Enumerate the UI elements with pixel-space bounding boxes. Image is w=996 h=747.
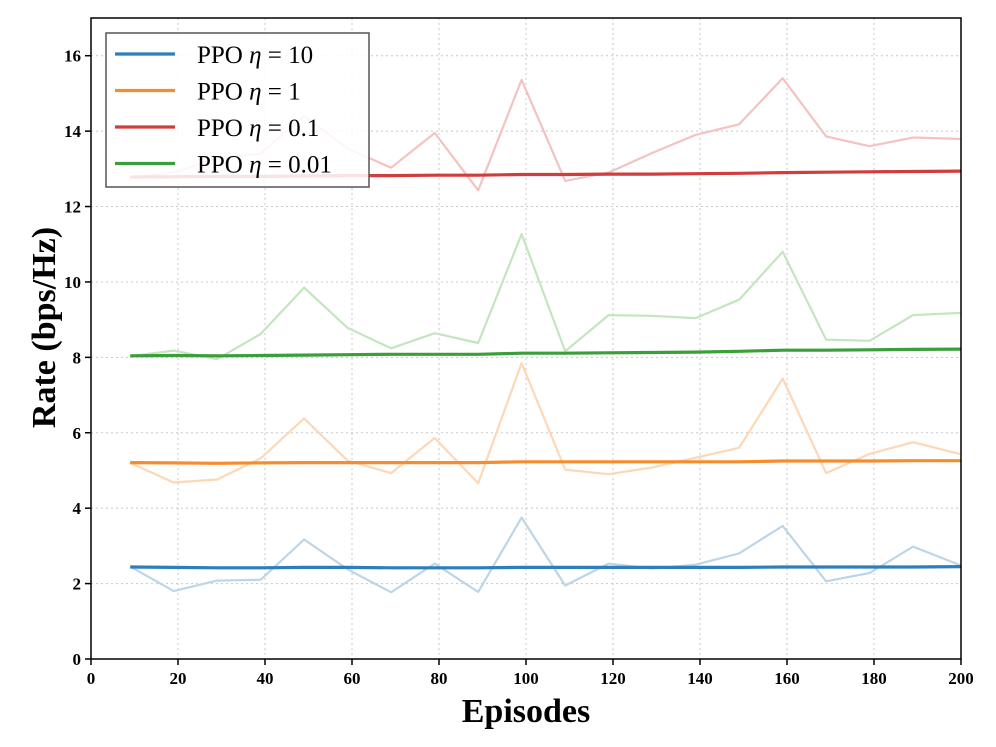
raw-series-line-3: [130, 233, 962, 361]
y-axis-ticks: 0 2 4 6 8 10 12 14 16: [64, 47, 91, 669]
x-axis-title: Episodes: [462, 693, 591, 730]
raw-series-line-0: [129, 516, 962, 594]
y-tick-label: 10: [64, 273, 81, 292]
smoothed-series-line-0: [130, 565, 962, 570]
y-tick-label: 14: [64, 122, 82, 141]
x-axis-ticks: 0 20 40 60 80 100 120 140 160 180 200: [87, 659, 974, 688]
smoothed-series-line-3: [130, 347, 962, 358]
legend-label: PPO η = 0.1: [197, 115, 319, 142]
legend: PPO η = 10 PPO η = 1 PPO η = 0.1 PPO η = 0.…: [105, 32, 370, 188]
x-tick-label: 40: [257, 669, 274, 688]
x-tick-label: 100: [513, 669, 539, 688]
y-tick-label: 8: [73, 348, 82, 367]
smoothed-series-line-1: [130, 459, 961, 465]
x-tick-label: 140: [687, 669, 713, 688]
legend-label: PPO η = 0.01: [197, 152, 332, 179]
x-tick-label: 200: [948, 669, 974, 688]
legend-label: PPO η = 1: [197, 79, 301, 106]
x-tick-label: 60: [344, 669, 361, 688]
raw-series-line-1: [129, 361, 962, 485]
x-tick-label: 180: [861, 669, 887, 688]
x-tick-label: 160: [774, 669, 800, 688]
y-tick-label: 0: [73, 650, 82, 669]
x-tick-label: 120: [600, 669, 626, 688]
x-tick-label: 0: [87, 669, 96, 688]
x-tick-label: 80: [431, 669, 448, 688]
y-axis-title: Rate (bps/Hz): [26, 227, 63, 428]
y-tick-label: 4: [73, 499, 82, 518]
grid-layer: [91, 18, 961, 659]
x-tick-label: 20: [170, 669, 187, 688]
legend-box: [105, 32, 370, 188]
legend-label: PPO η = 10: [197, 42, 313, 69]
y-tick-label: 2: [73, 575, 82, 594]
y-tick-label: 12: [64, 198, 81, 217]
y-tick-label: 6: [73, 424, 82, 443]
y-tick-label: 16: [64, 47, 81, 66]
